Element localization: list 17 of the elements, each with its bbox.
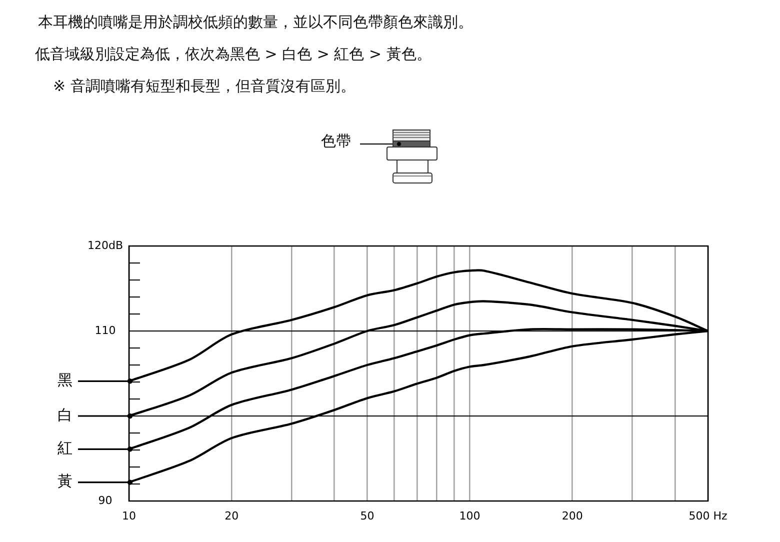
x-tick-label: 200 bbox=[562, 509, 583, 522]
text: 低音域級別設定為低，依次為黑色 > 白色 > 紅色 > 黃色。 bbox=[35, 45, 432, 63]
x-tick-label: 20 bbox=[224, 509, 239, 522]
x-tick-label: 100 bbox=[459, 509, 480, 522]
legend-label: 白 bbox=[58, 406, 72, 424]
x-tick-label: 10 bbox=[122, 509, 136, 522]
legend-label: 黃 bbox=[58, 472, 72, 490]
text: 本耳機的噴嘴是用於調校低頻的數量，並以不同色帶顏色來識別。 bbox=[38, 13, 473, 31]
text: 色帶 bbox=[321, 132, 351, 150]
legend-label: 黑 bbox=[58, 371, 72, 390]
x-tick-label: 50 bbox=[360, 509, 374, 522]
x-tick-label: 500 Hz bbox=[688, 509, 728, 522]
y-tick-label: 110 bbox=[94, 324, 116, 337]
legend-label: 紅 bbox=[58, 439, 72, 458]
y-tick-label: 90 bbox=[98, 494, 112, 507]
text: ※ 音調噴嘴有短型和長型，但音質沒有區別。 bbox=[53, 77, 356, 95]
y-tick-label: 120dB bbox=[87, 238, 124, 252]
